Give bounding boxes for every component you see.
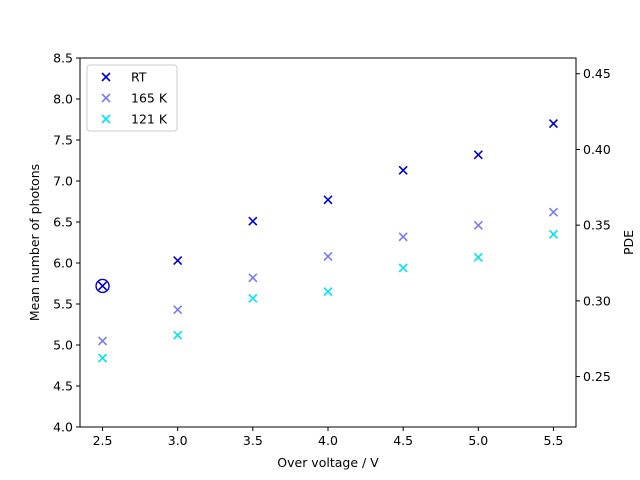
legend-marker-0-stroke-b — [101, 72, 111, 82]
data-point-s1-p5-stroke-b — [473, 220, 483, 230]
x-tick-label-4: 4.5 — [393, 433, 413, 448]
data-point-s2-p0-stroke-b — [97, 353, 108, 363]
data-point-s0-p6-stroke-b — [548, 119, 559, 129]
data-point-s1-p3 — [323, 251, 333, 262]
data-point-s2-p6 — [548, 229, 559, 239]
data-point-s2-p4-stroke-b — [398, 263, 408, 273]
y-axis-label: Mean number of photons — [27, 164, 42, 321]
legend-label-1: 165 K — [131, 91, 168, 106]
y-tick-label-8: 8.0 — [53, 92, 73, 107]
data-point-s0-p4-stroke-b — [398, 165, 408, 175]
data-point-s0-p2 — [248, 216, 258, 226]
data-point-s1-p2-stroke-b — [248, 273, 258, 283]
data-point-s0-p0 — [97, 281, 108, 291]
data-point-s2-p3-stroke-b — [323, 287, 333, 297]
series-1 — [97, 207, 559, 346]
data-point-s1-p0 — [97, 336, 108, 346]
y-tick-label-6: 7.0 — [53, 174, 73, 189]
data-point-s0-p6 — [548, 119, 559, 129]
legend-marker-1-stroke-b — [101, 93, 111, 103]
legend: RT 165 K 121 K — [86, 64, 178, 132]
plot-frame — [79, 57, 577, 428]
data-point-s0-p4 — [398, 165, 408, 175]
legend-marker-1 — [101, 93, 111, 103]
data-point-s1-p5 — [473, 220, 483, 230]
data-point-s1-p1-stroke-b — [173, 305, 183, 315]
series-2 — [97, 229, 559, 363]
legend-label-2: 121 K — [131, 112, 168, 127]
data-point-s2-p2-stroke-b — [248, 293, 258, 303]
y2-tick-label-4: 0.45 — [583, 66, 611, 81]
y2-axis-label: PDE — [621, 230, 636, 255]
circle-marker-0 — [95, 278, 110, 294]
series-0 — [97, 119, 559, 291]
data-point-s0-p1 — [173, 255, 183, 266]
data-point-s1-p6 — [548, 207, 559, 217]
data-point-s0-p1-stroke-b — [173, 255, 183, 266]
legend-label-0: RT — [131, 70, 147, 85]
legend-marker-2-stroke-b — [101, 114, 111, 124]
y2-tick-label-0: 0.25 — [583, 369, 611, 384]
y-tick-label-3: 5.5 — [53, 297, 73, 312]
axis-ticks: 2.5 3.0 3.5 4.0 4.5 5.0 5.5 4.0 4.5 5.0 5.5 6.0 6.5 7… — [53, 51, 611, 449]
data-point-s0-p5 — [473, 150, 483, 160]
data-marks — [95, 119, 559, 363]
y-tick-label-7: 7.5 — [53, 133, 73, 148]
data-point-s1-p4-stroke-b — [398, 232, 408, 242]
y2-tick-label-3: 0.40 — [583, 142, 611, 157]
x-axis-label: Over voltage / V — [277, 455, 379, 470]
legend-marker-2 — [101, 114, 111, 124]
data-point-s2-p1 — [173, 330, 183, 340]
data-point-s1-p0-stroke-b — [97, 336, 108, 346]
data-point-s0-p3-stroke-b — [323, 195, 333, 205]
data-point-s2-p6-stroke-b — [548, 229, 559, 239]
x-tick-label-5: 5.0 — [468, 433, 488, 448]
y2-tick-label-2: 0.35 — [583, 218, 611, 233]
data-point-s2-p5 — [473, 252, 483, 262]
data-point-s2-p5-stroke-b — [473, 252, 483, 262]
data-point-s2-p4 — [398, 263, 408, 273]
data-point-s1-p2 — [248, 273, 258, 283]
y2-tick-label-1: 0.30 — [583, 293, 611, 308]
y-tick-label-9: 8.5 — [53, 51, 73, 66]
x-tick-label-1: 3.0 — [168, 433, 188, 448]
data-point-s0-p5-stroke-b — [473, 150, 483, 160]
x-tick-label-2: 3.5 — [243, 433, 263, 448]
y-tick-label-2: 5.0 — [53, 338, 73, 353]
data-point-s1-p1 — [173, 305, 183, 315]
x-tick-label-0: 2.5 — [93, 433, 113, 448]
y-tick-label-1: 4.5 — [53, 379, 73, 394]
data-point-s0-p2-stroke-b — [248, 216, 258, 226]
y-tick-label-0: 4.0 — [53, 420, 73, 435]
data-point-s2-p2 — [248, 293, 258, 303]
data-point-s2-p3 — [323, 287, 333, 297]
data-point-s1-p6-stroke-b — [548, 207, 559, 217]
data-point-s1-p4 — [398, 232, 408, 242]
data-point-s2-p1-stroke-b — [173, 330, 183, 340]
data-point-s0-p3 — [323, 195, 333, 205]
y-tick-label-4: 6.0 — [53, 256, 73, 271]
data-point-s2-p0 — [97, 353, 108, 363]
data-point-s0-p0-stroke-b — [97, 281, 108, 291]
legend-marker-0 — [101, 72, 111, 82]
x-tick-label-6: 5.5 — [544, 433, 564, 448]
x-tick-label-3: 4.0 — [318, 433, 338, 448]
y-tick-label-5: 6.5 — [53, 215, 73, 230]
data-point-s1-p3-stroke-b — [323, 251, 333, 262]
